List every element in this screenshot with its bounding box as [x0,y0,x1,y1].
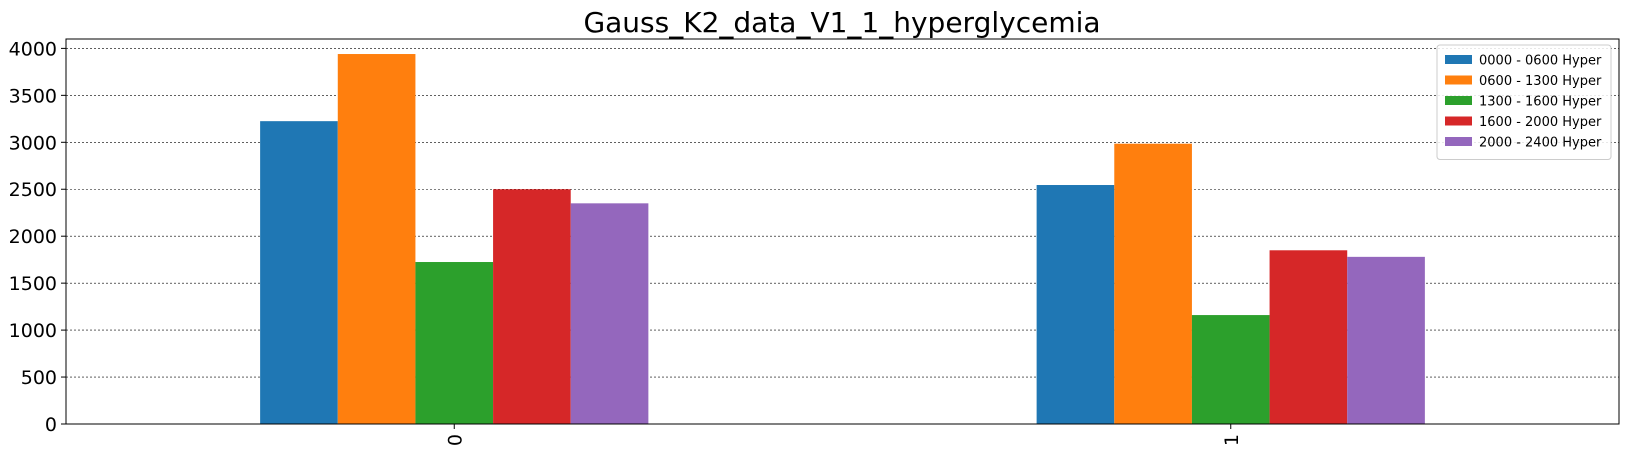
legend-label: 1300 - 1600 Hyper [1479,95,1602,110]
y-tick-label: 3000 [9,132,57,154]
bar-0000-0600hyper-cat1 [1036,185,1115,424]
y-tick-label: 2500 [9,179,57,201]
y-tick-label: 500 [21,367,57,389]
legend-label: 2000 - 2400 Hyper [1479,136,1602,151]
y-tick-label: 3500 [9,85,57,107]
legend: 0000 - 0600 Hyper 0600 - 1300 Hyper 1300 -… [1436,44,1612,160]
bar-0600-1300hyper-cat0 [337,54,416,425]
y-tick-label: 1000 [9,320,57,342]
legend-swatch [1445,55,1472,64]
legend-swatch [1445,137,1472,146]
legend-swatch [1445,116,1472,126]
bar-2000-2400hyper-cat0 [570,203,649,424]
legend-label: 0000 - 0600 Hyper [1479,54,1602,69]
x-tick-label: 1 [1221,434,1243,446]
y-tick-label: 0 [45,414,57,436]
legend-label: 1600 - 2000 Hyper [1479,115,1602,130]
bar-1300-1600hyper-cat1 [1191,315,1270,424]
bar-0000-0600hyper-cat0 [260,121,338,424]
bars [260,54,1425,425]
legend-label: 0600 - 1300 Hyper [1479,74,1602,89]
chart-title: Gauss_K2_data_V1_1_hyperglycemia [583,6,1100,39]
y-axis: 0 500 1000 1500 2000 2500 3000 3500 4000 [9,38,66,436]
legend-box [1436,44,1612,160]
x-tick-label: 0 [444,434,466,446]
legend-swatch [1445,75,1472,85]
bar-1600-2000hyper-cat1 [1269,250,1348,424]
y-tick-label: 2000 [9,226,57,248]
bar-0600-1300hyper-cat1 [1114,143,1192,424]
y-tick-label: 1500 [9,273,57,295]
bar-2000-2400hyper-cat1 [1347,256,1425,424]
bar-1600-2000hyper-cat0 [493,189,571,424]
legend-swatch [1445,96,1472,105]
plot-frame [65,38,1620,425]
bar-1300-1600hyper-cat0 [415,262,494,424]
y-tick-label: 4000 [9,38,57,60]
